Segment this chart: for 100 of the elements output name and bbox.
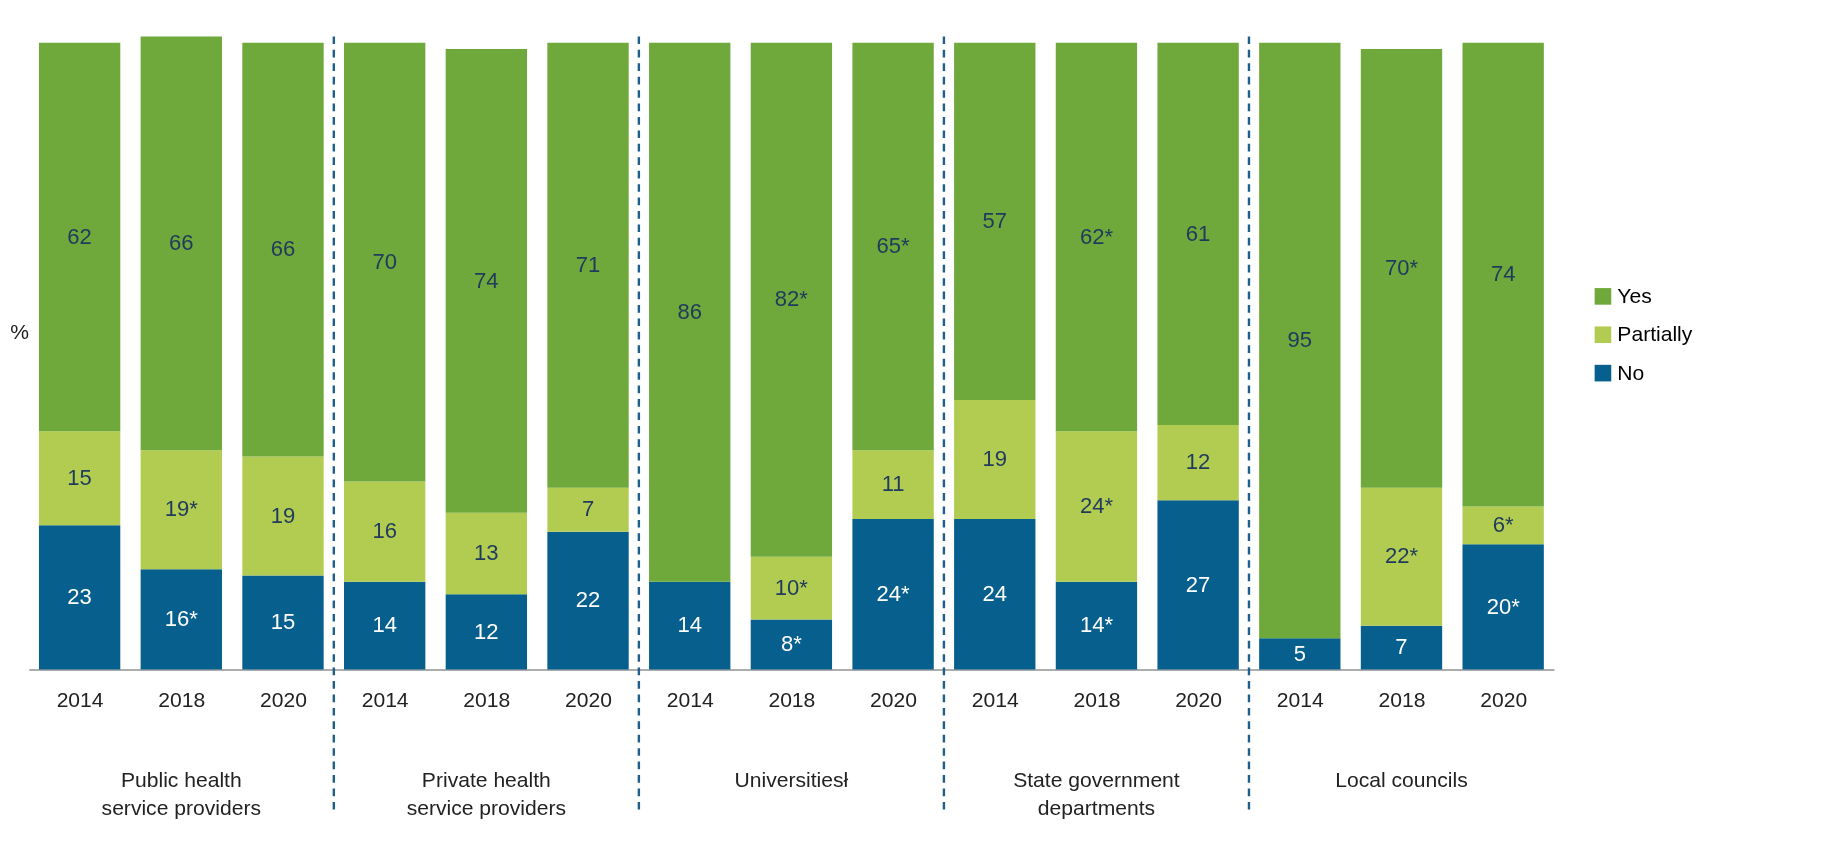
- text: Public health service providers: [101, 767, 262, 820]
- data-label: 82*: [774, 286, 809, 312]
- bar: [954, 42, 1036, 400]
- text: Universitiesł: [734, 767, 849, 791]
- bar: [445, 512, 528, 595]
- data-label: 22: [575, 587, 601, 613]
- bar: [1462, 42, 1544, 507]
- data-label: 16*: [164, 606, 199, 632]
- data-label: 62*: [1079, 223, 1114, 249]
- data-label: 19: [982, 446, 1008, 472]
- data-label: 22*: [1384, 543, 1419, 569]
- data-label: 24: [982, 581, 1008, 607]
- data-label: 57: [982, 208, 1008, 234]
- data-label: 14*: [1079, 612, 1114, 638]
- bar: [1360, 48, 1443, 488]
- bar: [445, 48, 528, 513]
- data-label: 71: [575, 251, 601, 277]
- x-tick-label: 2020: [870, 688, 918, 712]
- x-tick-label: 2014: [56, 688, 104, 712]
- data-label: 74: [1490, 261, 1516, 287]
- data-label: 19: [270, 502, 296, 528]
- data-label: 13: [474, 540, 499, 566]
- data-label: 7: [1395, 634, 1408, 660]
- bar: [1055, 581, 1138, 670]
- data-label: 95: [1287, 327, 1313, 353]
- bar: [852, 519, 934, 670]
- bar: [140, 450, 222, 570]
- data-label: 14: [677, 612, 702, 638]
- x-tick-label: 2020: [260, 688, 307, 712]
- x-tick-label: 2020: [1175, 688, 1223, 712]
- bar: [343, 42, 426, 482]
- data-label: 11: [881, 471, 905, 497]
- bar: [38, 431, 121, 526]
- bar: [242, 575, 324, 670]
- bar: [1157, 500, 1239, 670]
- data-label: 74: [474, 267, 499, 293]
- bar: [38, 42, 121, 432]
- data-label: 86: [677, 298, 702, 324]
- x-tick-label: 2014: [361, 688, 409, 712]
- data-label: 24*: [1079, 493, 1114, 519]
- x-tick-label: 2018: [158, 688, 206, 712]
- legend-label: Partially: [1617, 322, 1693, 346]
- bar: [343, 581, 426, 670]
- bar: [852, 42, 934, 451]
- bar: [1360, 487, 1443, 626]
- bar: [954, 519, 1036, 670]
- data-label: 27: [1185, 571, 1211, 597]
- text: Local councils: [1335, 767, 1468, 791]
- bar: [1157, 425, 1239, 501]
- data-label: 19*: [164, 496, 199, 522]
- bar: [38, 525, 121, 670]
- x-tick-label: 2014: [1276, 688, 1325, 712]
- bar: [242, 42, 324, 457]
- bar: [649, 581, 731, 670]
- data-label: 14: [372, 612, 397, 638]
- x-tick-label: 2018: [1378, 688, 1426, 712]
- bar: [445, 594, 528, 670]
- bar: [1360, 625, 1443, 670]
- data-label: 12: [1185, 449, 1211, 475]
- bar: [750, 556, 833, 620]
- bar: [1055, 431, 1138, 582]
- text: Private health service providers: [406, 767, 567, 820]
- bar: [1157, 42, 1239, 426]
- y-axis-title: %: [10, 320, 30, 344]
- data-label: 24*: [876, 581, 911, 607]
- legend-label: Yes: [1617, 284, 1652, 308]
- bar: [750, 619, 833, 670]
- x-tick-label: 2020: [1480, 688, 1528, 712]
- data-label: 5: [1293, 640, 1306, 666]
- x-tick-label: 2014: [971, 688, 1019, 712]
- data-label: 8*: [780, 631, 803, 657]
- data-label: 70*: [1384, 255, 1419, 281]
- data-label: 70: [372, 248, 397, 274]
- bar: [547, 531, 629, 670]
- bar: [343, 481, 426, 582]
- bar: [649, 42, 731, 582]
- bar: [140, 36, 222, 451]
- bar: [1462, 506, 1544, 545]
- data-label: 66: [270, 236, 296, 262]
- data-label: 65*: [876, 233, 911, 259]
- bar: [242, 456, 324, 576]
- x-tick-label: 2020: [565, 688, 612, 712]
- bar: [1259, 42, 1341, 639]
- text: State government departments: [1013, 767, 1180, 820]
- data-label: 62: [67, 223, 92, 249]
- bar: [954, 399, 1036, 520]
- bar: [1462, 544, 1544, 670]
- data-label: 16: [372, 518, 397, 544]
- data-label: 12: [474, 618, 499, 644]
- bar: [852, 450, 934, 520]
- x-tick-label: 2018: [768, 688, 816, 712]
- bar: [1055, 42, 1138, 432]
- data-label: 15: [270, 609, 296, 635]
- bar: [750, 42, 833, 557]
- bar: [1259, 638, 1341, 670]
- legend-label: No: [1617, 360, 1645, 384]
- data-label: 66: [169, 229, 194, 255]
- x-tick-label: 2014: [666, 688, 714, 712]
- x-tick-label: 2018: [463, 688, 511, 712]
- bar: [547, 487, 629, 532]
